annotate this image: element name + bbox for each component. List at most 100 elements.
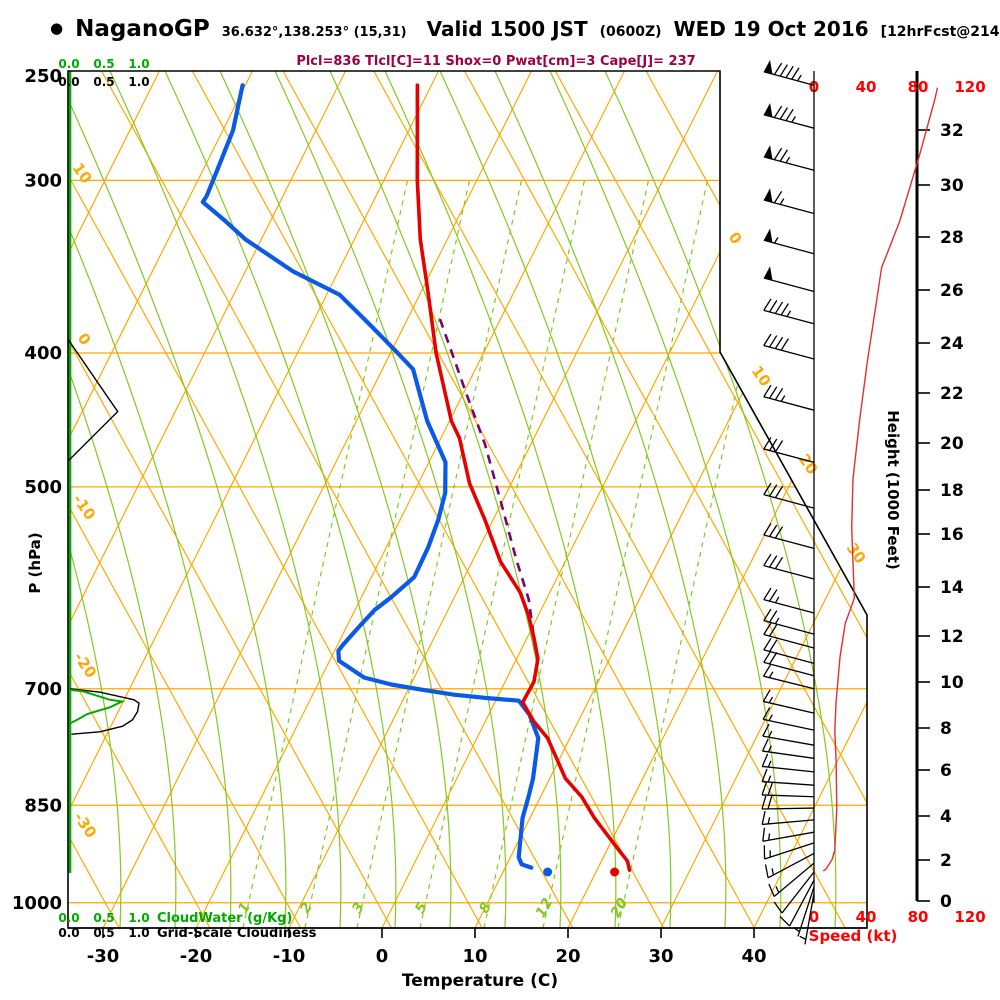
wind-barb (761, 768, 815, 786)
wind-speed-profile (822, 87, 939, 872)
dry-adiabat-label: -30 (70, 809, 100, 842)
moist-adiabat-lines (68, 71, 837, 928)
dry-adiabat-label: 0 (74, 330, 95, 349)
wind-barb (779, 879, 815, 927)
cloud-profiles (68, 338, 140, 735)
cloud-water-scale-label: CloudWater (g/Kg) (157, 911, 292, 926)
cloudwater-scale-tick-top: 0.0 (58, 57, 79, 71)
temperature-tick-label: 0 (376, 946, 389, 967)
height-tick-label: 32 (940, 121, 964, 141)
cloudiness-scale-tick-top: 1.0 (128, 75, 149, 89)
height-tick-label: 6 (940, 761, 952, 781)
wind-barb (763, 59, 815, 86)
temperature-tick-label: 10 (462, 946, 487, 967)
height-tick-label: 8 (940, 719, 952, 739)
wind-barb (763, 622, 815, 649)
temperature-tick-label: -30 (87, 946, 120, 967)
temperature-tick-label: -10 (273, 946, 306, 967)
wind-barb (762, 689, 815, 714)
isotherm-lines (68, 71, 867, 928)
speed-tick-label-top: 120 (954, 78, 985, 96)
mixing-ratio-label: 20 (608, 895, 632, 920)
height-tick-label: 0 (940, 892, 952, 912)
wind-barb (763, 266, 815, 293)
cloudiness-scale-label: Grid-Scale Cloudiness (157, 926, 317, 941)
wind-barb (763, 608, 815, 635)
cloudwater-scale-tick-top: 0.5 (93, 57, 114, 71)
pressure-tick-label: 250 (24, 66, 62, 87)
speed-axis-title: Speed (kt) (809, 927, 898, 945)
speed-tick-label-bottom: 0 (809, 908, 819, 926)
height-tick-label: 16 (940, 525, 964, 545)
height-tick-label: 28 (940, 228, 964, 248)
height-tick-label: 20 (940, 434, 964, 454)
wind-speed-trace (822, 87, 939, 872)
cloud-water-profile (68, 688, 126, 726)
height-tick-label: 18 (940, 481, 964, 501)
cloudiness-scale-tick-bottom: 0.0 (58, 926, 79, 940)
valid-date: WED 19 Oct 2016 (673, 17, 869, 41)
height-tick-label: 12 (940, 627, 964, 647)
wind-barb (763, 587, 815, 614)
wind-barb (764, 852, 815, 879)
mixing-ratio-label: 5 (412, 900, 431, 917)
valid-time: Valid 1500 JST (426, 17, 588, 41)
dewpoint-trace (200, 83, 541, 870)
speed-tick-label-bottom: 120 (954, 908, 985, 926)
wind-barb (763, 437, 815, 464)
title-bar: ● NaganoGP 36.632°,138.253° (15,31) Vali… (50, 16, 1000, 42)
wind-barb (763, 650, 815, 677)
height-tick-label: 26 (940, 281, 964, 301)
wind-barb (763, 842, 815, 860)
temperature-tick-label: -20 (180, 946, 213, 967)
temperature-tick-label: 20 (555, 946, 580, 967)
speed-tick-label-top: 80 (908, 78, 929, 96)
temperature-axis-title: Temperature (C) (402, 971, 558, 991)
speed-tick-label-bottom: 40 (856, 908, 877, 926)
wind-barb (761, 753, 815, 773)
mixing-ratio-lines (242, 179, 784, 928)
height-tick-label: 30 (940, 176, 964, 196)
wind-barb (768, 862, 815, 898)
height-tick-label: 4 (940, 807, 952, 827)
station-name: NaganoGP (75, 16, 210, 42)
height-tick-label: 14 (940, 578, 964, 598)
pressure-axis-title: P (hPa) (26, 532, 44, 593)
cloudiness-scale-tick-top: 0.0 (58, 75, 79, 89)
wind-barb (762, 723, 815, 746)
height-tick-label: 22 (940, 384, 964, 404)
cloudiness-scale-tick-bottom: 0.5 (93, 926, 114, 940)
cloudwater-scale-tick-bottom: 0.5 (93, 911, 114, 925)
temperature-tick-label: 40 (741, 946, 766, 967)
wind-barb (763, 553, 815, 580)
parcel-curve (438, 318, 537, 650)
wind-barb (763, 384, 815, 411)
cloudwater-scale-tick-bottom: 0.0 (58, 911, 79, 925)
height-axis-title: Height (1000 Feet) (884, 410, 902, 570)
wind-barbs (761, 59, 815, 945)
lower-cloudiness-profile (70, 688, 140, 735)
wind-barb (761, 811, 815, 826)
isotherm-label: 30 (843, 539, 870, 566)
isobar-lines (68, 179, 867, 904)
parcel-stats-line: Plcl=836 Tlcl[C]=11 Shox=0 Pwat[cm]=3 Ca… (296, 54, 696, 69)
cloudiness-scale-tick-top: 0.5 (93, 75, 114, 89)
wind-barb (763, 188, 815, 215)
pressure-tick-label: 850 (24, 795, 62, 816)
wind-barb (763, 298, 815, 325)
isotherm-label: 20 (795, 450, 822, 477)
valid-zulu: (0600Z) (599, 24, 662, 40)
parcel-path (438, 318, 537, 650)
height-tick-label: 24 (940, 334, 964, 354)
wind-barb (763, 145, 815, 171)
mixing-ratio-label: 12 (533, 896, 557, 921)
temperature-curve (415, 83, 632, 877)
wind-barb (763, 228, 815, 255)
wind-barb (793, 886, 815, 937)
surface-dewpoint-dot (543, 867, 553, 877)
height-tick-label: 10 (940, 673, 964, 693)
cloudwater-scale-tick-bottom: 1.0 (128, 911, 149, 925)
surface-temperature-dot (610, 867, 620, 877)
